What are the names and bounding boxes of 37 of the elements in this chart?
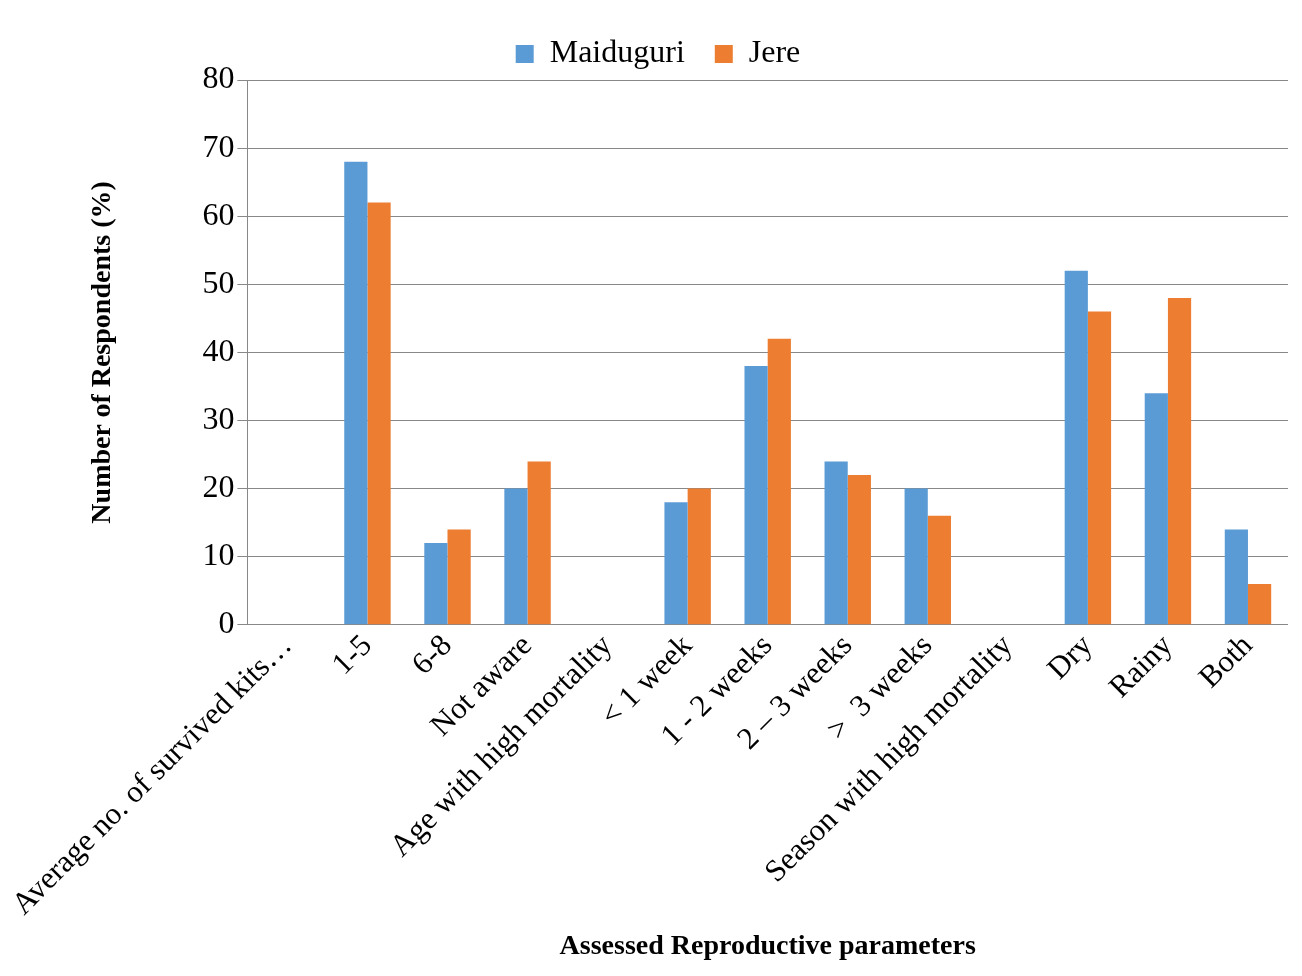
x-tick-label: Both (1191, 626, 1260, 695)
y-tick-label: 30 (202, 399, 235, 436)
bar (687, 488, 711, 625)
x-tick-label: 6-8 (404, 626, 459, 681)
bar (1247, 583, 1272, 625)
bar (744, 366, 768, 625)
bar (767, 338, 791, 625)
bar (1167, 297, 1192, 625)
y-tick-label: 50 (202, 263, 235, 300)
bar (527, 461, 551, 625)
y-axis-title: Number of Respondents (%) (84, 181, 116, 524)
bar (1087, 311, 1112, 625)
x-axis-title: Assessed Reproductive parameters (559, 929, 976, 961)
y-tick-label: 60 (202, 195, 235, 232)
bar (927, 515, 951, 625)
y-tick-label: 40 (202, 331, 235, 368)
x-tick-label: 1-5 (324, 626, 379, 681)
bar (664, 502, 688, 625)
bar (904, 488, 928, 625)
y-tick-label: 10 (202, 536, 235, 573)
legend-label: Jere (748, 33, 801, 70)
y-tick-label: 0 (218, 604, 235, 641)
y-tick-label: 80 (202, 59, 235, 96)
bar (344, 161, 368, 625)
bar (367, 202, 391, 625)
y-tick-label: 70 (202, 127, 235, 164)
bar (847, 475, 871, 625)
bar (1224, 529, 1248, 625)
bar (424, 543, 448, 625)
bar (1064, 270, 1088, 625)
legend-label: Maiduguri (549, 33, 685, 70)
bar (1144, 393, 1168, 625)
bar (824, 461, 848, 625)
x-tick-label: Dry (1039, 626, 1099, 686)
bar (447, 529, 471, 625)
y-tick-label: 20 (202, 468, 235, 505)
bar (504, 488, 528, 625)
